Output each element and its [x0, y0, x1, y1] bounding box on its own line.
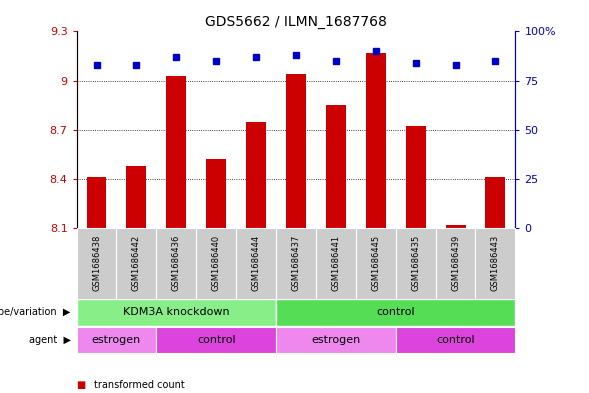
Bar	[77, 327, 156, 353]
Bar	[406, 127, 426, 228]
Bar	[316, 228, 356, 299]
Text: GSM1686444: GSM1686444	[252, 235, 260, 291]
Text: KDM3A knockdown: KDM3A knockdown	[123, 307, 230, 318]
Bar	[276, 299, 515, 326]
Bar	[436, 228, 475, 299]
Bar	[445, 225, 465, 228]
Bar	[156, 228, 196, 299]
Bar	[77, 299, 276, 326]
Bar	[127, 166, 147, 228]
Title: GDS5662 / ILMN_1687768: GDS5662 / ILMN_1687768	[205, 15, 387, 29]
Text: GSM1686443: GSM1686443	[491, 235, 500, 292]
Bar	[475, 228, 515, 299]
Text: GSM1686441: GSM1686441	[332, 235, 340, 291]
Bar	[196, 228, 236, 299]
Text: agent  ▶: agent ▶	[29, 335, 71, 345]
Text: estrogen: estrogen	[92, 335, 141, 345]
Text: estrogen: estrogen	[311, 335, 360, 345]
Bar	[246, 121, 266, 228]
Bar	[356, 228, 396, 299]
Text: ■: ■	[77, 380, 86, 390]
Text: GSM1686442: GSM1686442	[132, 235, 141, 291]
Bar	[485, 177, 505, 228]
Text: GSM1686445: GSM1686445	[371, 235, 380, 291]
Text: transformed count: transformed count	[94, 380, 185, 390]
Bar	[366, 53, 386, 228]
Bar	[326, 105, 346, 228]
Bar	[156, 327, 276, 353]
Text: GSM1686439: GSM1686439	[451, 235, 460, 292]
Text: control: control	[376, 307, 415, 318]
Bar	[117, 228, 156, 299]
Text: genotype/variation  ▶: genotype/variation ▶	[0, 307, 71, 318]
Bar	[166, 76, 186, 228]
Text: GSM1686436: GSM1686436	[172, 235, 181, 292]
Bar	[87, 177, 107, 228]
Bar	[236, 228, 276, 299]
Bar	[276, 327, 396, 353]
Bar	[396, 327, 515, 353]
Bar	[286, 74, 306, 228]
Text: GSM1686437: GSM1686437	[292, 235, 300, 292]
Text: control: control	[436, 335, 475, 345]
Text: GSM1686435: GSM1686435	[411, 235, 420, 292]
Text: control: control	[197, 335, 236, 345]
Text: GSM1686440: GSM1686440	[211, 235, 221, 291]
Bar	[206, 159, 226, 228]
Bar	[276, 228, 316, 299]
Bar	[77, 228, 117, 299]
Bar	[396, 228, 436, 299]
Text: GSM1686438: GSM1686438	[92, 235, 101, 292]
